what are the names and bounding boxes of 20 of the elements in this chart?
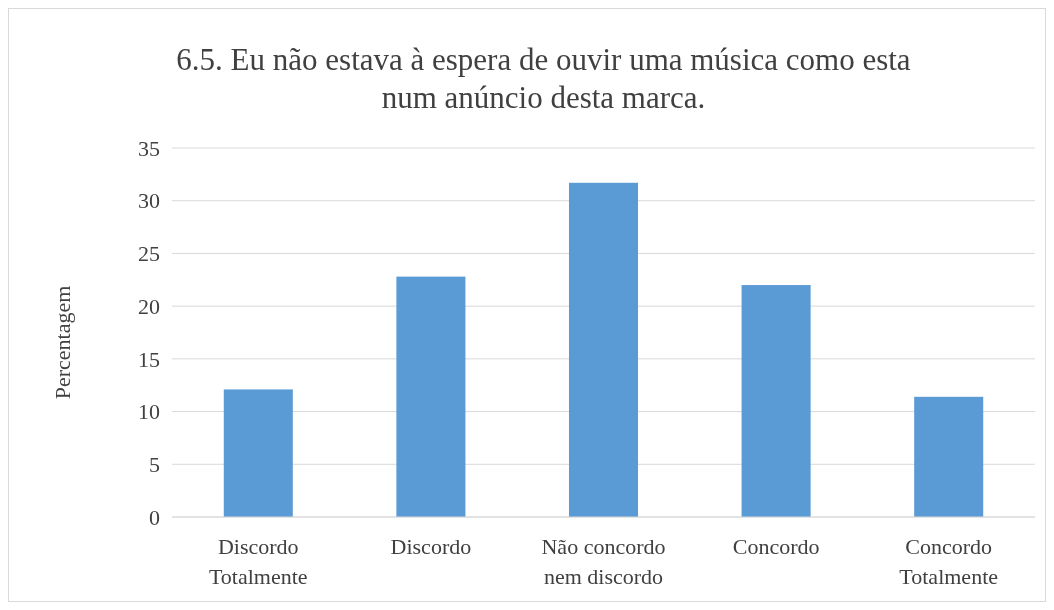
chart-title: 6.5. Eu não estava à espera de ouvir uma música como esta num anúncio desta marca. <box>176 42 911 115</box>
y-tick-label: 20 <box>138 293 160 319</box>
x-tick-label: Discordo <box>390 534 472 559</box>
bar <box>568 182 639 517</box>
x-tick-label: Concordo <box>732 534 820 559</box>
y-axis-title: Percentagem <box>50 285 75 400</box>
bar <box>741 285 811 517</box>
y-tick-label: 5 <box>149 451 160 477</box>
y-tick-label: 0 <box>149 504 160 530</box>
x-tick-label: Concordo Totalmente <box>899 534 999 589</box>
bar <box>223 389 293 517</box>
bar <box>914 396 984 517</box>
y-tick-label: 25 <box>138 241 160 267</box>
y-tick-label: 30 <box>138 188 160 214</box>
x-tick-label: Não concordo nem discordo <box>541 534 666 589</box>
y-tick-label: 10 <box>138 399 160 425</box>
y-tick-label: 15 <box>138 346 160 372</box>
y-tick-label: 35 <box>138 135 160 161</box>
x-tick-label: Discordo Totalmente <box>208 534 308 589</box>
bar <box>396 276 466 517</box>
